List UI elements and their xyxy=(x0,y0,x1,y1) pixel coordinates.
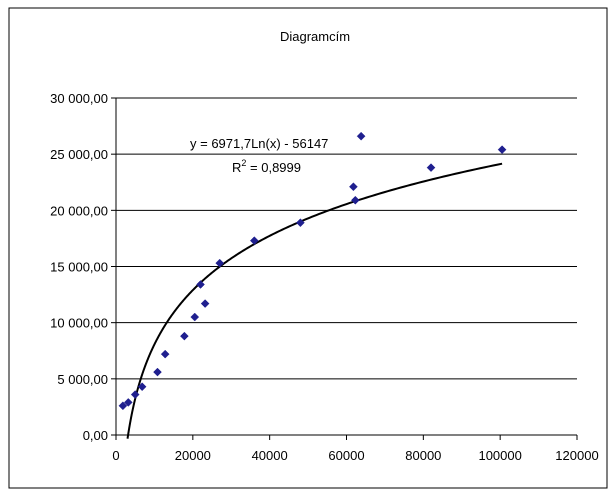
data-point xyxy=(497,145,507,155)
data-point xyxy=(215,258,225,268)
chart-area-border xyxy=(8,7,608,489)
axes xyxy=(111,97,578,440)
data-point xyxy=(153,367,162,377)
data-point xyxy=(196,280,205,289)
x-tick-label: 80000 xyxy=(405,448,441,463)
r-squared-base: R xyxy=(232,160,241,175)
data-point xyxy=(137,382,147,392)
chart-title: Diagramcím xyxy=(280,29,350,44)
x-tick-label: 100000 xyxy=(478,448,521,463)
y-axis-tick-labels: 0,00 5 000,00 10 000,00 15 000,00 20 000,00 2… xyxy=(50,91,108,443)
data-point xyxy=(200,299,210,308)
data-point xyxy=(350,195,360,205)
y-tick-label: 30 000,00 xyxy=(50,91,108,106)
data-point xyxy=(349,182,358,192)
data-point xyxy=(249,236,259,246)
x-axis-tick-labels: 0 20000 40000 60000 80000 100000 120000 xyxy=(112,448,598,463)
trendline-equation: y = 6971,7Ln(x) - 56147 xyxy=(190,136,328,151)
data-point xyxy=(190,312,200,322)
data-point xyxy=(123,398,133,407)
data-point xyxy=(118,401,128,411)
y-tick-label: 25 000,00 xyxy=(50,147,108,162)
x-tick-label: 60000 xyxy=(328,448,364,463)
data-point xyxy=(180,331,189,341)
data-point xyxy=(160,349,170,359)
x-tick-label: 20000 xyxy=(175,448,211,463)
y-tick-label: 15 000,00 xyxy=(50,260,108,275)
y-tick-label: 20 000,00 xyxy=(50,203,108,218)
y-tick-label: 10 000,00 xyxy=(50,316,108,331)
grid-lines xyxy=(116,97,577,380)
data-point xyxy=(426,163,436,173)
x-tick-label: 120000 xyxy=(555,448,598,463)
r-squared-value: = 0,8999 xyxy=(246,160,301,175)
y-tick-label: 5 000,00 xyxy=(57,372,108,387)
y-tick-label: 0,00 xyxy=(83,428,108,443)
data-point xyxy=(296,218,305,228)
x-tick-label: 0 xyxy=(112,448,119,463)
data-points xyxy=(118,131,507,411)
data-point xyxy=(356,131,366,141)
x-tick-label: 40000 xyxy=(252,448,288,463)
r-squared-exponent: 2 xyxy=(241,158,246,168)
r-squared-label: R2 = 0,8999 xyxy=(232,158,301,175)
data-point xyxy=(130,390,140,399)
